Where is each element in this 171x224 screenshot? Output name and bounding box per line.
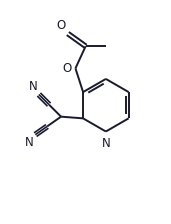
Text: N: N [25, 136, 34, 149]
Text: N: N [28, 80, 37, 93]
Text: O: O [56, 19, 65, 32]
Text: N: N [101, 137, 110, 150]
Text: O: O [62, 62, 71, 75]
